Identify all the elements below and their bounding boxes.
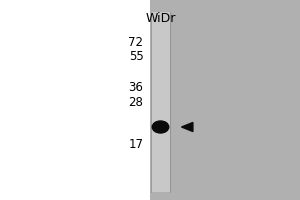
- Ellipse shape: [152, 121, 169, 133]
- Text: 72: 72: [128, 36, 143, 49]
- Bar: [150, 0, 300, 200]
- Bar: [151, 12, 170, 192]
- Polygon shape: [182, 122, 193, 132]
- Text: 55: 55: [129, 50, 143, 63]
- Text: 36: 36: [128, 81, 143, 94]
- Text: WiDr: WiDr: [145, 12, 176, 25]
- Text: 17: 17: [128, 138, 143, 152]
- Text: 28: 28: [128, 97, 143, 110]
